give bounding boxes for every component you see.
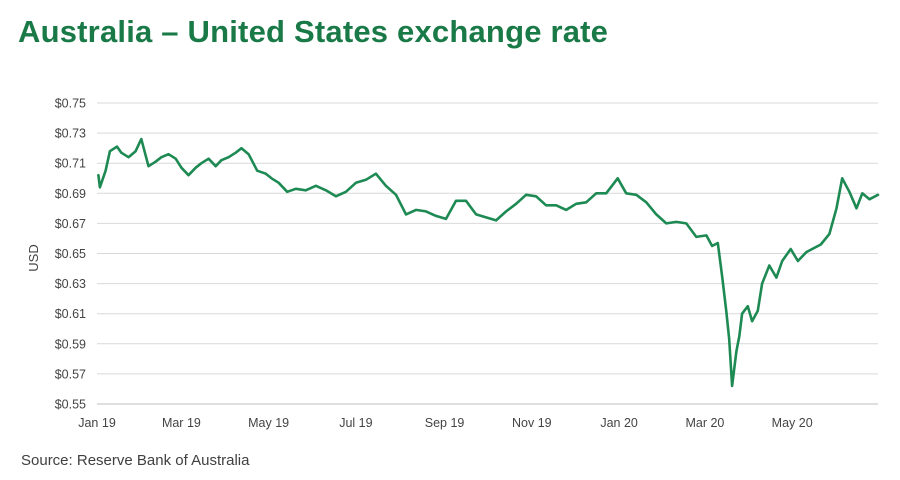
y-tick-label: $0.69 [55,187,86,201]
x-tick-label: Mar 20 [685,416,724,430]
x-axis-ticks: Jan 19 Mar 19 May 19 Jul 19 Sep 19 Nov 19 Jan … [78,416,812,430]
x-tick-label: May 19 [248,416,289,430]
y-axis-ticks: $0.55 $0.57 $0.59 $0.61 $0.63 $0.65 $0.67 $0.69… [55,97,86,412]
x-tick-label: Sep 19 [425,416,465,430]
x-tick-label: Jan 20 [600,416,638,430]
y-tick-label: $0.63 [55,277,86,291]
y-tick-label: $0.57 [55,367,86,381]
y-tick-label: $0.75 [55,97,86,111]
y-tick-label: $0.67 [55,217,86,231]
x-tick-label: Jan 19 [78,416,116,430]
source-note: Source: Reserve Bank of Australia [21,452,250,469]
y-tick-label: $0.65 [55,247,86,261]
y-tick-label: $0.71 [55,157,86,171]
y-axis-label: USD [26,244,41,271]
gridlines [97,102,878,405]
x-tick-label: Nov 19 [512,416,552,430]
y-tick-label: $0.59 [55,337,86,351]
x-tick-label: Mar 19 [162,416,201,430]
x-tick-label: Jul 19 [339,416,372,430]
y-tick-label: $0.73 [55,127,86,141]
y-tick-label: $0.61 [55,307,86,321]
series-line-aud-usd [97,137,880,388]
x-tick-label: May 20 [772,416,813,430]
chart-title: Australia – United States exchange rate [18,14,609,49]
y-tick-label: $0.55 [55,398,86,412]
